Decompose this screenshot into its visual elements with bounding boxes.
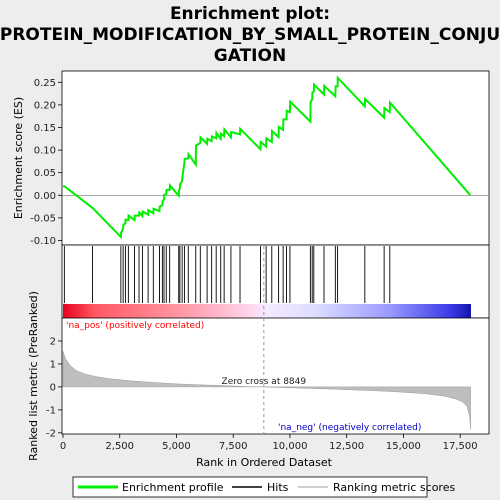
metric-xtick-label: 7,500 — [219, 441, 248, 452]
metric-xtick-label: 10,000 — [272, 441, 307, 452]
metric-ylabel: Ranked list metric (PreRanked) — [27, 291, 40, 461]
es-ytick-label: 0.10 — [34, 146, 56, 157]
metric-ytick-label: 0 — [50, 382, 56, 393]
metric-xtick-label: 2,500 — [105, 441, 134, 452]
zero-cross-label: Zero cross at 8849 — [222, 377, 307, 387]
es-ytick-label: 0.25 — [34, 78, 56, 89]
metric-xtick-label: 12,500 — [329, 441, 364, 452]
es-ytick-label: 0.05 — [34, 168, 56, 179]
rank-color-bar — [63, 304, 471, 318]
metric-xtick-label: 15,000 — [386, 441, 421, 452]
chart-title-line-2: PROTEIN_MODIFICATION_BY_SMALL_PROTEIN_CO… — [0, 25, 500, 45]
es-plot-area — [61, 70, 490, 246]
metric-ytick-label: 2 — [50, 336, 56, 347]
es-ytick-label: -0.10 — [30, 236, 56, 247]
legend-metric-label: Ranking metric scores — [333, 481, 455, 494]
metric-plot-area — [61, 317, 490, 435]
legend-hits-label: Hits — [267, 481, 289, 494]
metric-xlabel: Rank in Ordered Dataset — [196, 456, 333, 469]
es-ytick-label: -0.05 — [30, 213, 56, 224]
chart-title-line-1: Enrichment plot: — [170, 4, 330, 24]
metric-xtick-label: 0 — [60, 441, 66, 452]
metric-ytick-label: -1 — [46, 405, 56, 416]
es-ytick-label: 0.15 — [34, 123, 56, 134]
metric-ytick-label: -2 — [46, 428, 56, 439]
legend-enrichment-label: Enrichment profile — [122, 481, 224, 494]
enrichment-profile-line — [63, 75, 472, 240]
metric-xtick-label: 5,000 — [162, 441, 191, 452]
metric-ytick-label: 1 — [50, 359, 56, 370]
chart-title-line-3: GATION — [214, 46, 286, 66]
es-ylabel: Enrichment score (ES) — [12, 97, 25, 219]
es-ytick-label: 0.20 — [34, 100, 56, 111]
neg-correlated-label: 'na_neg' (negatively correlated) — [278, 423, 421, 433]
es-ytick-label: 0.00 — [34, 191, 56, 202]
pos-correlated-label: 'na_pos' (positively correlated) — [66, 321, 204, 331]
metric-xtick-label: 17,500 — [443, 441, 478, 452]
ranking-metric-area — [62, 351, 471, 430]
